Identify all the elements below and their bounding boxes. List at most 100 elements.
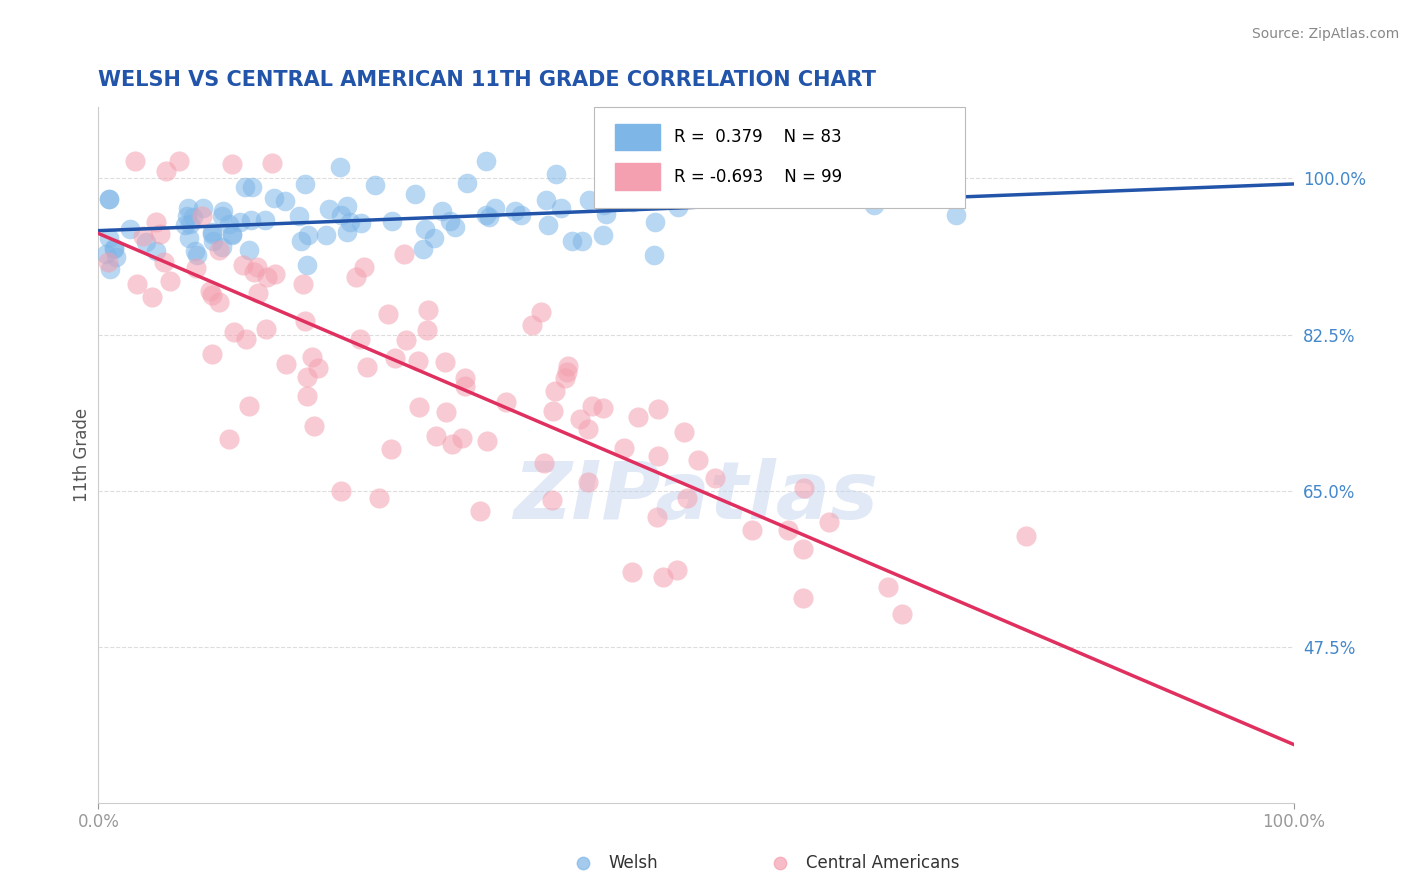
- Point: [221, 157, 243, 171]
- Point: [221, 227, 243, 242]
- Point: [792, 591, 814, 605]
- Point: [555, 366, 578, 380]
- Point: [339, 215, 361, 229]
- Point: [201, 227, 224, 242]
- Point: [676, 491, 699, 505]
- Point: [578, 193, 600, 207]
- Point: [503, 204, 526, 219]
- Point: [592, 401, 614, 415]
- Point: [592, 227, 614, 242]
- FancyBboxPatch shape: [595, 107, 965, 208]
- Point: [510, 208, 533, 222]
- Point: [211, 240, 233, 254]
- Point: [456, 176, 478, 190]
- Point: [200, 284, 222, 298]
- Point: [666, 201, 689, 215]
- Point: [572, 856, 595, 871]
- Point: [318, 202, 340, 216]
- Point: [425, 429, 447, 443]
- Point: [247, 285, 270, 300]
- Point: [330, 208, 353, 222]
- Point: [554, 371, 576, 385]
- Point: [145, 244, 167, 258]
- Point: [167, 153, 190, 168]
- Point: [367, 491, 389, 506]
- Point: [290, 234, 312, 248]
- Point: [404, 186, 426, 201]
- Point: [645, 509, 668, 524]
- Point: [793, 481, 815, 495]
- Point: [330, 483, 353, 498]
- Point: [792, 541, 814, 556]
- Point: [432, 203, 454, 218]
- Point: [647, 450, 669, 464]
- Point: [184, 260, 207, 275]
- Point: [440, 437, 463, 451]
- Point: [141, 290, 163, 304]
- Point: [945, 208, 967, 222]
- Point: [741, 523, 763, 537]
- Point: [291, 277, 314, 292]
- Point: [484, 202, 506, 216]
- Point: [1015, 529, 1038, 543]
- Point: [177, 202, 200, 216]
- Point: [201, 347, 224, 361]
- Point: [416, 323, 439, 337]
- Text: Welsh: Welsh: [609, 855, 658, 872]
- Y-axis label: 11th Grade: 11th Grade: [73, 408, 91, 502]
- Bar: [614, 163, 661, 190]
- Point: [537, 218, 560, 232]
- Point: [451, 431, 474, 445]
- Point: [243, 265, 266, 279]
- Point: [238, 243, 260, 257]
- Point: [474, 208, 496, 222]
- Point: [304, 418, 326, 433]
- Text: R = -0.693    N = 99: R = -0.693 N = 99: [675, 168, 842, 186]
- Point: [238, 399, 260, 413]
- Point: [541, 492, 564, 507]
- Point: [201, 288, 224, 302]
- Point: [550, 201, 572, 215]
- Point: [477, 434, 499, 448]
- Point: [260, 156, 283, 170]
- Point: [256, 322, 278, 336]
- Point: [145, 215, 167, 229]
- Point: [863, 198, 886, 212]
- Point: [530, 304, 553, 318]
- Point: [256, 269, 278, 284]
- Point: [186, 247, 208, 261]
- Point: [253, 212, 276, 227]
- Point: [200, 225, 222, 239]
- Point: [384, 351, 406, 365]
- Point: [211, 209, 233, 223]
- Point: [422, 231, 444, 245]
- Point: [381, 214, 404, 228]
- Point: [666, 563, 689, 577]
- Point: [534, 194, 557, 208]
- Point: [704, 471, 727, 485]
- Text: Central Americans: Central Americans: [806, 855, 959, 872]
- Point: [380, 442, 402, 457]
- Point: [239, 213, 262, 227]
- Point: [433, 355, 456, 369]
- Point: [439, 214, 461, 228]
- Point: [295, 258, 318, 272]
- Point: [173, 218, 195, 232]
- Point: [159, 275, 181, 289]
- Point: [581, 400, 603, 414]
- Point: [576, 475, 599, 489]
- Point: [235, 332, 257, 346]
- Point: [124, 153, 146, 168]
- Point: [688, 453, 710, 467]
- Point: [377, 307, 399, 321]
- Point: [218, 433, 240, 447]
- Point: [329, 160, 352, 174]
- Point: [149, 227, 172, 242]
- Point: [454, 379, 477, 393]
- Point: [98, 192, 121, 206]
- Point: [240, 179, 263, 194]
- Point: [301, 350, 323, 364]
- Point: [533, 456, 555, 470]
- Point: [287, 209, 309, 223]
- Point: [413, 222, 436, 236]
